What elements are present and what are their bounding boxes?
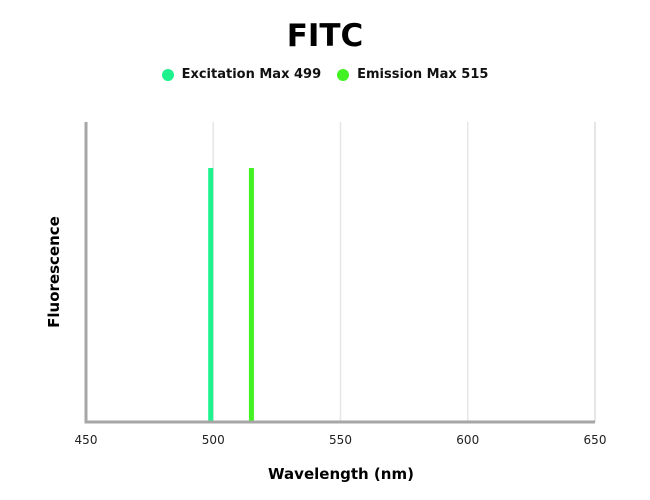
x-tick-label-500: 500 [202,433,225,447]
legend-item-emission[interactable]: Emission Max 515 [337,67,488,82]
legend: Excitation Max 499 Emission Max 515 [0,67,650,82]
legend-swatch-excitation [161,68,174,81]
y-axis-title: Fluorescence [45,216,63,328]
legend-swatch-emission [337,68,350,81]
legend-item-excitation[interactable]: Excitation Max 499 [161,67,322,82]
x-tick-label-600: 600 [456,433,479,447]
x-tick-label-550: 550 [329,433,352,447]
legend-label-emission: Emission Max 515 [357,67,489,82]
legend-label-excitation: Excitation Max 499 [181,67,322,82]
x-axis-title: Wavelength (nm) [268,465,414,483]
x-tick-label-650: 650 [584,433,607,447]
x-tick-labels: 450 500 550 600 650 [75,433,607,447]
series-lines [208,168,254,422]
chart-title: FITC [286,18,364,54]
x-tick-label-450: 450 [75,433,98,447]
grid-lines [212,122,596,422]
